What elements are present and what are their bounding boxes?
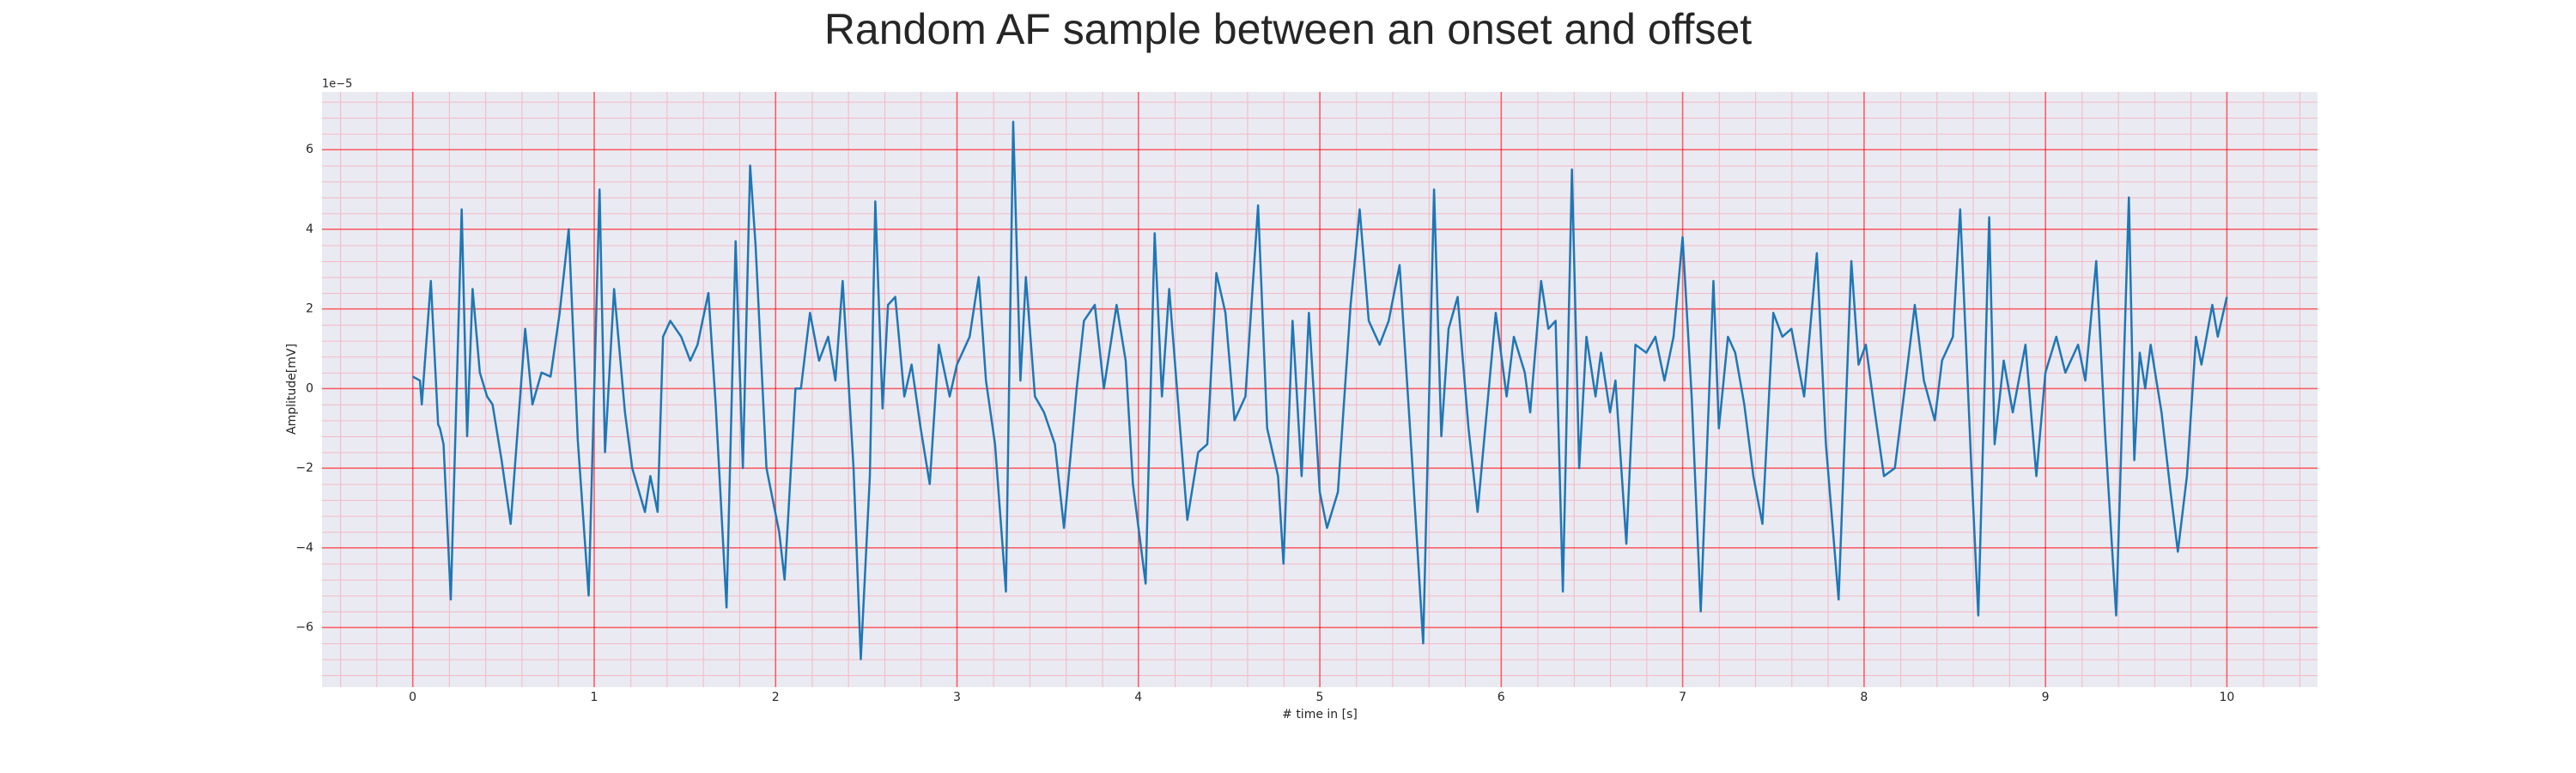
y-tick-label: 4 bbox=[306, 222, 313, 236]
signal-line bbox=[412, 120, 2228, 660]
y-tick-label: 2 bbox=[306, 302, 313, 316]
y-tick-label: 0 bbox=[306, 381, 313, 395]
x-tick-label: 2 bbox=[772, 691, 780, 704]
x-tick-label: 4 bbox=[1134, 691, 1142, 704]
x-tick-label: 1 bbox=[590, 691, 598, 704]
x-tick-label: 9 bbox=[2042, 691, 2050, 704]
chart-title: Random AF sample between an onset and of… bbox=[824, 5, 1752, 53]
y-axis-label: Amplitude[mV] bbox=[285, 344, 299, 435]
x-tick-label: 3 bbox=[953, 691, 961, 704]
x-axis-label: # time in [s] bbox=[1282, 708, 1358, 721]
x-tick-label: 6 bbox=[1498, 691, 1505, 704]
y-tick-label: 6 bbox=[306, 143, 313, 156]
y-tick-label: −4 bbox=[295, 541, 313, 555]
x-tick-label: 10 bbox=[2219, 691, 2234, 704]
x-tick-label: 5 bbox=[1316, 691, 1324, 704]
x-tick-label: 0 bbox=[409, 691, 416, 704]
offset-label: 1e−5 bbox=[322, 78, 352, 91]
x-tick-label: 7 bbox=[1679, 691, 1686, 704]
y-tick-label: −2 bbox=[295, 461, 313, 475]
y-tick-label: −6 bbox=[295, 620, 313, 634]
x-tick-label: 8 bbox=[1860, 691, 1868, 704]
